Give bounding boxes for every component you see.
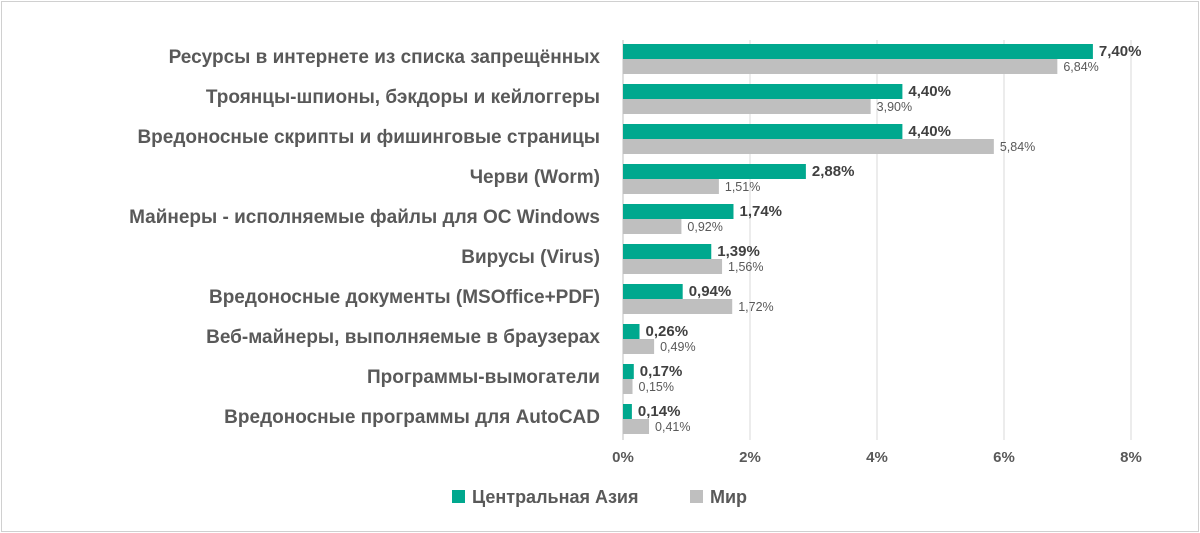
category-label: Веб-майнеры, выполняемые в браузерах bbox=[206, 327, 600, 348]
bar-world bbox=[623, 259, 723, 274]
data-label-central-asia: 4,40% bbox=[908, 123, 951, 140]
data-label-world: 6,84% bbox=[1063, 60, 1098, 74]
bar-central-asia bbox=[623, 404, 632, 419]
data-label-world: 5,84% bbox=[1000, 140, 1035, 154]
bar-central-asia bbox=[623, 244, 712, 259]
category-label: Троянцы-шпионы, бэкдоры и кейлоггеры bbox=[206, 87, 600, 108]
x-tick-label: 8% bbox=[1120, 449, 1142, 466]
data-label-central-asia: 4,40% bbox=[908, 83, 951, 100]
category-label: Программы-вымогатели bbox=[367, 367, 600, 388]
data-label-world: 3,90% bbox=[877, 100, 912, 114]
data-label-world: 0,92% bbox=[687, 220, 722, 234]
data-label-central-asia: 0,26% bbox=[646, 323, 689, 340]
bar-world bbox=[623, 299, 733, 314]
data-label-central-asia: 1,39% bbox=[717, 243, 760, 260]
bar-central-asia bbox=[623, 124, 903, 139]
bar-world bbox=[623, 339, 655, 354]
x-tick-label: 2% bbox=[739, 449, 761, 466]
data-label-world: 0,15% bbox=[639, 380, 674, 394]
x-tick-label: 0% bbox=[612, 449, 634, 466]
legend-swatch-central-asia bbox=[452, 490, 465, 503]
bar-central-asia bbox=[623, 284, 683, 299]
bar-world bbox=[623, 179, 719, 194]
data-label-central-asia: 0,14% bbox=[638, 403, 681, 420]
category-label: Ресурсы в интернете из списка запрещённы… bbox=[169, 47, 601, 68]
bar-central-asia bbox=[623, 164, 806, 179]
data-label-world: 0,41% bbox=[655, 420, 690, 434]
bar-world bbox=[623, 219, 682, 234]
bar-central-asia bbox=[623, 204, 734, 219]
legend-label-central-asia: Центральная Азия bbox=[472, 487, 638, 507]
x-tick-label: 6% bbox=[993, 449, 1015, 466]
data-label-world: 0,49% bbox=[660, 340, 695, 354]
bar-central-asia bbox=[623, 44, 1093, 59]
data-label-central-asia: 0,17% bbox=[640, 363, 683, 380]
data-label-world: 1,51% bbox=[725, 180, 760, 194]
bar-world bbox=[623, 99, 871, 114]
bar-world bbox=[623, 59, 1058, 74]
category-label: Вредоносные скрипты и фишинговые страниц… bbox=[137, 127, 600, 148]
x-tick-label: 4% bbox=[866, 449, 888, 466]
category-label: Майнеры - исполняемые файлы для ОС Windo… bbox=[129, 207, 600, 228]
category-label: Вредоносные программы для AutoCAD bbox=[224, 407, 600, 428]
bar-central-asia bbox=[623, 324, 640, 339]
category-label: Вредоносные документы (MSOffice+PDF) bbox=[209, 287, 600, 308]
data-label-central-asia: 7,40% bbox=[1099, 43, 1142, 60]
bar-world bbox=[623, 379, 633, 394]
bar-central-asia bbox=[623, 364, 634, 379]
category-label: Вирусы (Virus) bbox=[461, 247, 600, 268]
legend-swatch-world bbox=[690, 490, 703, 503]
legend-label-world: Мир bbox=[710, 487, 747, 507]
bar-central-asia bbox=[623, 84, 903, 99]
data-label-central-asia: 2,88% bbox=[812, 163, 855, 180]
data-label-central-asia: 0,94% bbox=[689, 283, 732, 300]
data-label-world: 1,56% bbox=[728, 260, 763, 274]
data-label-world: 1,72% bbox=[738, 300, 773, 314]
category-label: Черви (Worm) bbox=[470, 167, 600, 188]
data-label-central-asia: 1,74% bbox=[739, 203, 782, 220]
bar-world bbox=[623, 139, 994, 154]
bar-world bbox=[623, 419, 650, 434]
